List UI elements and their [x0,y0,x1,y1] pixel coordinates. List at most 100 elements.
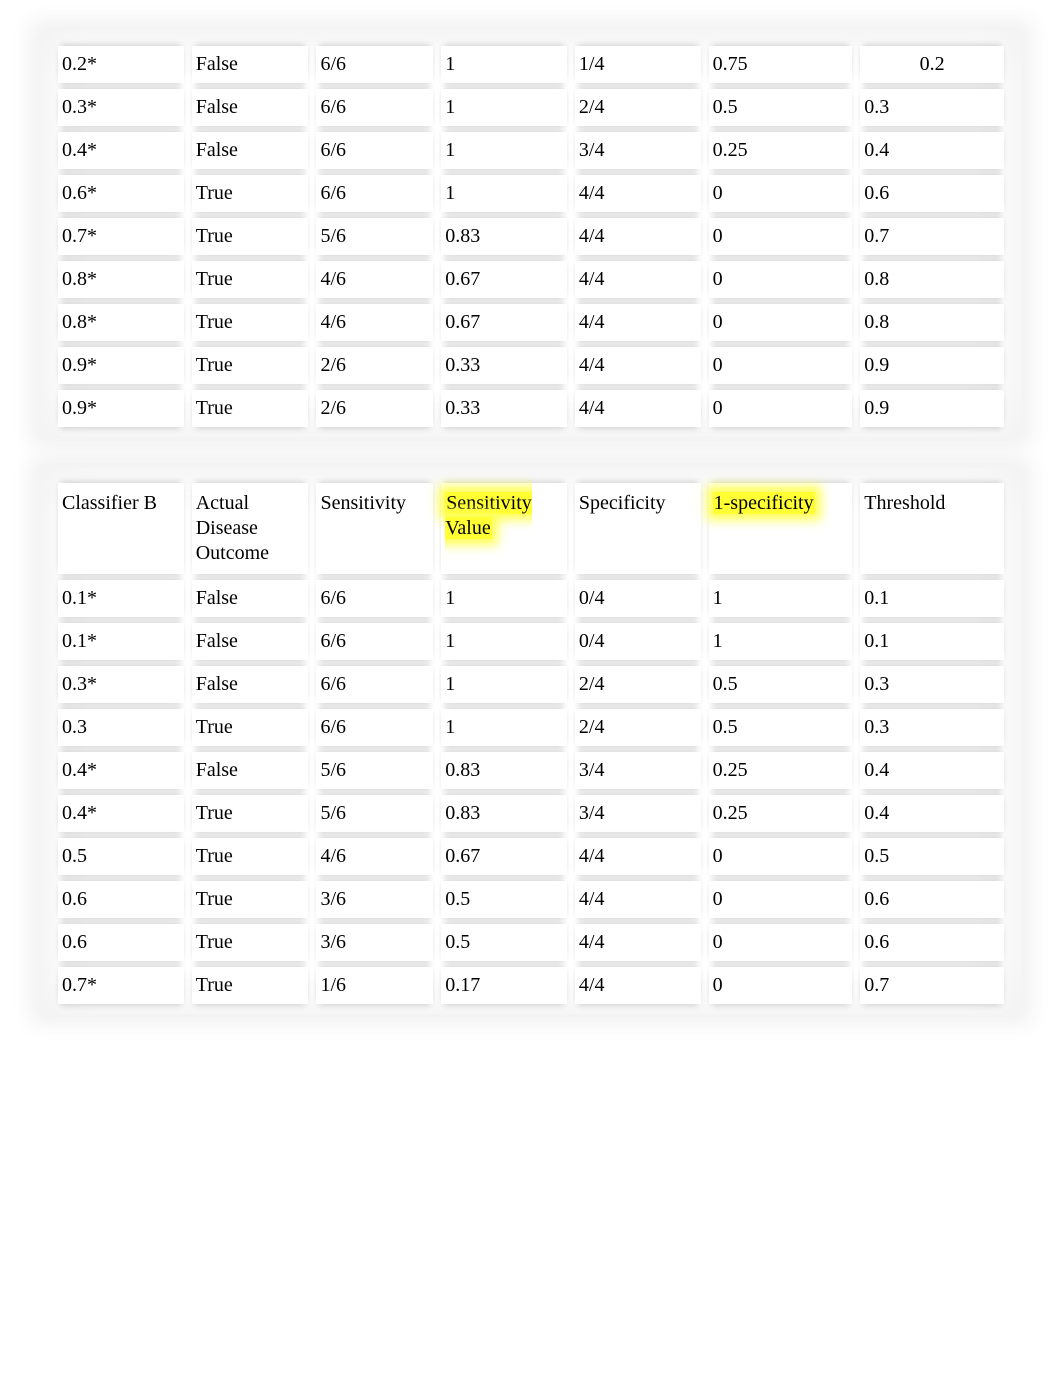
table-cell: 0 [709,261,853,298]
table-cell: True [192,795,309,832]
table-cell: 0.8 [860,304,1004,341]
table-cell: 0.9* [58,347,184,384]
table-cell: 0.5 [441,881,567,918]
table-row: 0.7*True1/60.174/400.7 [58,967,1004,1004]
table-cell: 4/4 [575,838,701,875]
table-cell: 1 [709,580,853,617]
table-row: 0.3True6/612/40.50.3 [58,709,1004,746]
table-cell: 6/6 [316,666,433,703]
table-cell: 4/4 [575,175,701,212]
table-cell: 0 [709,390,853,427]
table-row: 0.1*False6/610/410.1 [58,623,1004,660]
table-cell: 0.25 [709,795,853,832]
table-cell: 0.1* [58,580,184,617]
table-cell: 2/6 [316,390,433,427]
table-cell: False [192,46,309,83]
table-cell: 0.83 [441,752,567,789]
table-cell: 0.3 [860,666,1004,703]
table-cell: 0.6 [58,924,184,961]
table-cell: 0.83 [441,218,567,255]
table-column-header: Actual Disease Outcome [192,483,309,574]
table-cell: False [192,132,309,169]
table-cell: 0.4* [58,132,184,169]
table-cell: 1 [441,46,567,83]
table-row: 0.9*True2/60.334/400.9 [58,390,1004,427]
table-cell: 0.67 [441,304,567,341]
table-cell: 1/6 [316,967,433,1004]
table-cell: 4/6 [316,261,433,298]
table-cell: 0.4 [860,752,1004,789]
table-cell: 5/6 [316,218,433,255]
table-cell: 0.6 [58,881,184,918]
table-row: 0.8*True4/60.674/400.8 [58,261,1004,298]
table-cell: 0 [709,304,853,341]
table-cell: 4/4 [575,347,701,384]
table-cell: 0.7 [860,967,1004,1004]
table-row: 0.6True3/60.54/400.6 [58,924,1004,961]
table-cell: 1 [441,623,567,660]
table-cell: 0.8 [860,261,1004,298]
table-row: 0.7*True5/60.834/400.7 [58,218,1004,255]
table-row: 0.6*True6/614/400.6 [58,175,1004,212]
table-cell: 0.4 [860,132,1004,169]
highlighted-text: 1-specificity [713,492,815,514]
table-cell: True [192,261,309,298]
table-cell: 0.3* [58,89,184,126]
table-cell: True [192,175,309,212]
table-cell: 4/4 [575,881,701,918]
table-cell: 0.6 [860,924,1004,961]
table-cell: 0.8* [58,304,184,341]
table-cell: 1/4 [575,46,701,83]
table-cell: 0.33 [441,347,567,384]
table-cell: 0.1 [860,580,1004,617]
table-cell: 0.3* [58,666,184,703]
table-row: 0.3*False6/612/40.50.3 [58,89,1004,126]
highlighted-text: Sensitivity Value [445,492,532,539]
table-cell: 1 [441,580,567,617]
table-cell: 0.83 [441,795,567,832]
table-cell: 0.8* [58,261,184,298]
table-row: 0.5True4/60.674/400.5 [58,838,1004,875]
table-b: Classifier BActual Disease OutcomeSensit… [50,477,1012,1010]
table-cell: 1 [441,89,567,126]
table-cell: 4/6 [316,304,433,341]
table-cell: 2/6 [316,347,433,384]
table-cell: True [192,218,309,255]
table-cell: True [192,881,309,918]
table-cell: 1 [441,132,567,169]
table-cell: 0.6 [860,881,1004,918]
table-column-header: Threshold [860,483,1004,574]
table-row: 0.4*True5/60.833/40.250.4 [58,795,1004,832]
table-cell: 0.25 [709,752,853,789]
table-cell: 0.5 [709,89,853,126]
table-cell: 0 [709,218,853,255]
table-cell: 6/6 [316,580,433,617]
table-cell: 2/4 [575,89,701,126]
table-cell: 0 [709,347,853,384]
table-row: 0.4*False5/60.833/40.250.4 [58,752,1004,789]
table-row: 0.6True3/60.54/400.6 [58,881,1004,918]
table-cell: 0.3 [860,89,1004,126]
table-cell: 0.3 [58,709,184,746]
table-cell: 4/4 [575,218,701,255]
table-cell: 0.67 [441,838,567,875]
table-cell: 0.1 [860,623,1004,660]
table-cell: 3/6 [316,924,433,961]
table-column-header: Specificity [575,483,701,574]
table-cell: 2/4 [575,709,701,746]
table-cell: 0.9 [860,347,1004,384]
table-cell: 3/4 [575,132,701,169]
table-cell: 5/6 [316,795,433,832]
table-cell: 4/4 [575,261,701,298]
table-cell: 0.5 [709,666,853,703]
table-cell: 5/6 [316,752,433,789]
table-b-header-row: Classifier BActual Disease OutcomeSensit… [58,483,1004,574]
table-cell: 0.4 [860,795,1004,832]
table-a: 0.2*False6/611/40.750.20.3*False6/612/40… [50,40,1012,433]
table-cell: 3/6 [316,881,433,918]
table-cell: 0.75 [709,46,853,83]
table-cell: 0.4* [58,795,184,832]
table-row: 0.9*True2/60.334/400.9 [58,347,1004,384]
table-cell: False [192,623,309,660]
table-cell: 0.5 [58,838,184,875]
